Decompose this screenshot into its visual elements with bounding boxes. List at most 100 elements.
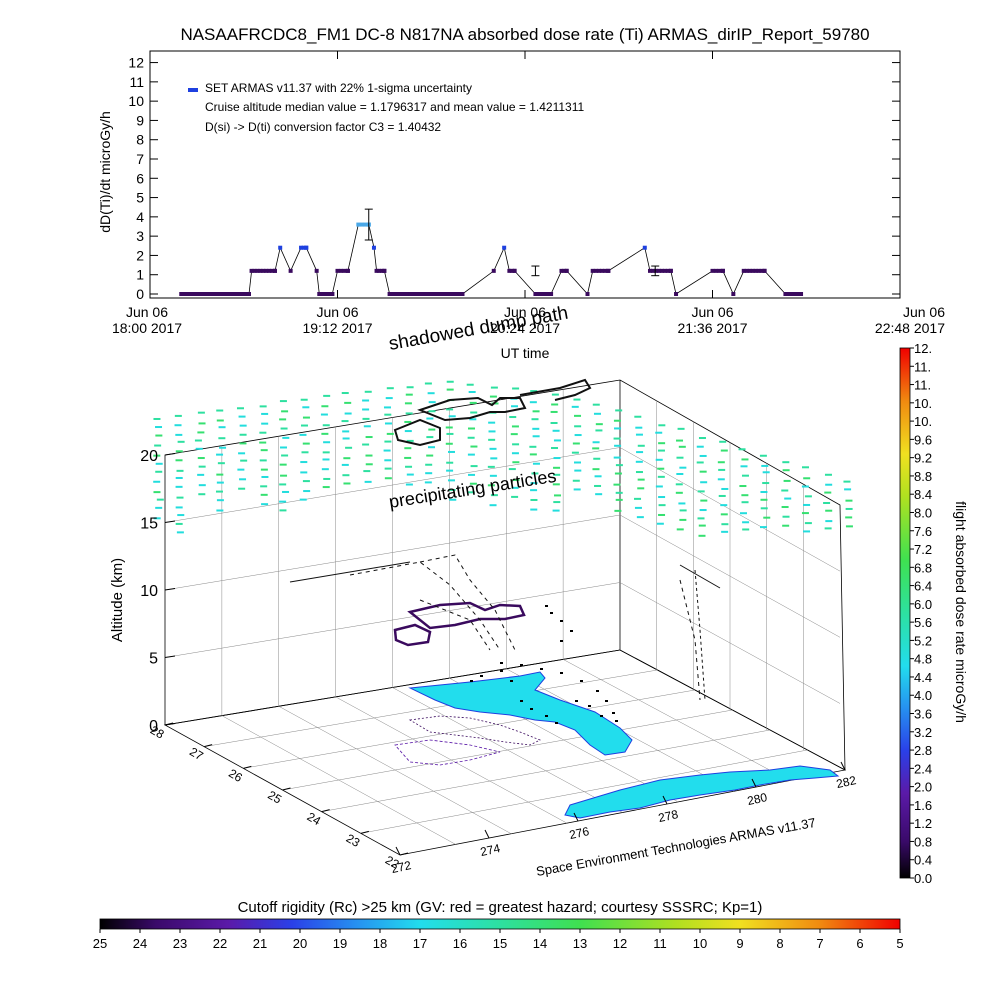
particle-mark [302, 416, 310, 419]
dose-point [374, 268, 379, 273]
dose-colorbar-tick-label: 0.4 [914, 853, 932, 868]
dose-point [423, 292, 428, 296]
track-point [470, 680, 473, 682]
particle-mark [550, 421, 558, 424]
particle-mark [384, 413, 392, 416]
particle-mark [595, 493, 603, 496]
track-point [560, 640, 563, 642]
particle-mark [761, 464, 769, 467]
particle-mark [470, 411, 478, 414]
dose-point [261, 268, 266, 273]
x-tick-date: Jun 06 [126, 304, 168, 320]
dose-point [199, 292, 204, 296]
particle-mark [405, 412, 413, 415]
dose-point [750, 268, 755, 273]
top-legend: SET ARMAS v11.37 with 22% 1-sigma uncert… [188, 81, 584, 134]
particle-mark [699, 470, 707, 473]
rigidity-tick-label: 7 [816, 936, 823, 951]
particle-mark [386, 432, 394, 435]
particle-mark [783, 479, 791, 482]
dose-point [491, 268, 496, 273]
particle-mark [260, 485, 268, 488]
particle-mark [425, 463, 433, 466]
particle-mark [155, 506, 163, 509]
dose-point [223, 292, 228, 296]
particle-mark [845, 499, 853, 502]
particle-mark [574, 469, 582, 472]
particle-mark [301, 451, 309, 454]
particle-mark [823, 501, 831, 504]
particle-mark [404, 447, 412, 450]
dose-point [799, 292, 804, 296]
particle-mark [445, 442, 453, 445]
particle-mark [741, 474, 749, 477]
particle-mark [511, 495, 519, 498]
dose-point [330, 292, 335, 296]
particle-mark [175, 506, 183, 509]
lat-tick-label: 26 [226, 766, 245, 785]
dose-colorbar-ticks: 0.0 0.4 0.8 1.2 1.6 2.0 2.4 2.8 3.2 3.6 4.0 4.4 4.8 5… [910, 341, 932, 886]
particle-mark [323, 477, 331, 480]
particle-mark [219, 446, 227, 449]
particle-mark [802, 466, 810, 469]
particle-mark [428, 401, 436, 404]
particle-mark [320, 413, 328, 416]
lon-tick-mark [751, 778, 757, 788]
dose-point [665, 268, 670, 273]
particle-mark [384, 422, 392, 425]
particle-mark [216, 499, 224, 502]
particle-mark [679, 518, 687, 521]
rigidity-tick-label: 8 [776, 936, 783, 951]
particle-mark [489, 504, 497, 507]
particle-mark [260, 493, 268, 496]
lat-tick-mark [399, 852, 409, 856]
track-point [600, 715, 603, 717]
rigidity-tick-label: 23 [173, 936, 187, 951]
particle-mark [721, 487, 729, 490]
particle-mark [261, 422, 269, 425]
rigidity-tick-label: 9 [736, 936, 743, 951]
particle-mark [740, 465, 748, 468]
legend-marker [188, 88, 198, 92]
dose-point [229, 292, 234, 296]
particle-mark [155, 462, 163, 465]
y-tick-label: 11 [129, 74, 144, 90]
lat-tick-label: 28 [148, 723, 167, 742]
dose-point [533, 292, 538, 296]
particle-mark [384, 459, 392, 462]
particle-mark [571, 451, 579, 454]
florida-land [394, 671, 840, 819]
particle-mark [280, 427, 288, 430]
particle-mark [239, 424, 247, 427]
particle-mark [511, 486, 519, 489]
particle-mark [424, 382, 432, 385]
z-tick-mark [164, 520, 176, 523]
track-point [550, 612, 553, 614]
grid-line [164, 514, 621, 591]
dose-point [188, 292, 193, 296]
particle-mark [238, 415, 246, 418]
dose-colorbar-ramp [899, 347, 911, 879]
particle-mark [428, 410, 436, 413]
altitude-label: Altitude (km) [109, 558, 126, 642]
particle-mark [322, 451, 330, 454]
particle-mark [300, 398, 308, 401]
dose-point [549, 292, 554, 296]
grid-line [619, 514, 841, 638]
particle-mark [845, 516, 853, 519]
particle-mark [512, 443, 520, 446]
particle-mark [279, 509, 287, 512]
particle-mark [676, 456, 684, 459]
lon-tick-label: 280 [746, 790, 769, 808]
particle-mark [466, 383, 474, 386]
particle-mark [155, 426, 163, 429]
track-point [480, 675, 483, 677]
particle-mark [488, 430, 496, 433]
particle-mark [238, 487, 246, 490]
dose-colorbar-tick-label: 7.2 [914, 542, 932, 557]
particle-mark [488, 421, 496, 424]
x-tick-time: 21:36 2017 [677, 320, 747, 336]
particle-mark [613, 456, 621, 459]
y-tick-label: 3 [136, 228, 144, 244]
rigidity-tick-label: 14 [533, 936, 547, 951]
